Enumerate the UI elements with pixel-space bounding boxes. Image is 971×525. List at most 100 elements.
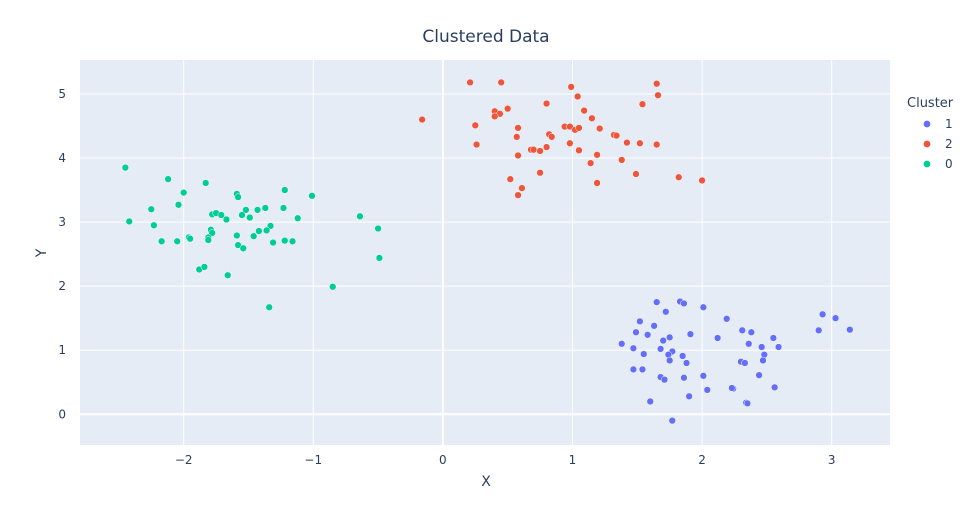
data-point [233, 231, 241, 240]
data-point [755, 371, 763, 379]
data-point [666, 356, 674, 365]
data-point [246, 213, 254, 222]
data-point [593, 151, 601, 159]
data-point [265, 303, 273, 311]
data-point [662, 308, 670, 316]
legend-marker [923, 120, 931, 128]
data-point [224, 271, 232, 279]
data-point [640, 350, 648, 358]
data-point [680, 374, 688, 382]
data-point [504, 105, 512, 113]
data-point [250, 232, 258, 240]
y-axis-ticks: 0 1 2 3 4 5 [58, 87, 66, 421]
data-point [281, 186, 289, 194]
data-point [682, 359, 691, 367]
data-point [650, 322, 658, 330]
data-point [831, 314, 840, 322]
data-point [279, 204, 288, 212]
data-point [743, 399, 752, 408]
legend-label: 2 [945, 137, 953, 151]
data-point [686, 330, 695, 338]
data-point [713, 334, 722, 342]
data-point [818, 310, 827, 318]
data-point [588, 114, 596, 122]
data-point [518, 184, 526, 192]
data-point [173, 237, 181, 245]
data-point [632, 328, 640, 336]
data-point [506, 175, 514, 183]
data-point [186, 235, 194, 243]
data-point [329, 283, 337, 291]
data-point [769, 334, 778, 342]
data-point [738, 326, 746, 334]
data-point [281, 236, 289, 245]
data-point [638, 100, 647, 108]
x-tick-label: 1 [569, 453, 577, 467]
legend-title: Cluster [907, 96, 954, 111]
data-point [698, 176, 706, 185]
data-point [656, 345, 665, 353]
data-point [586, 159, 595, 167]
data-point [180, 188, 188, 197]
data-point [542, 143, 551, 151]
data-point [654, 91, 662, 99]
legend-label: 0 [945, 157, 953, 171]
plot-area [80, 60, 890, 445]
data-point [771, 383, 779, 391]
y-tick-label: 2 [58, 279, 66, 293]
data-point [234, 193, 242, 201]
y-axis-title: Y [34, 248, 50, 258]
data-point [374, 224, 382, 233]
data-point [548, 133, 556, 141]
data-point [514, 191, 522, 199]
data-point [774, 343, 783, 351]
legend-marker [923, 160, 931, 168]
data-point [618, 340, 626, 348]
data-point [653, 80, 661, 88]
data-point [255, 227, 263, 235]
data-point [666, 333, 674, 342]
data-point [758, 343, 766, 351]
data-point [514, 151, 522, 160]
data-point [660, 376, 669, 384]
data-point [238, 211, 246, 219]
data-point [418, 115, 426, 124]
data-point [638, 365, 647, 374]
series-1 [618, 297, 854, 425]
data-point [623, 138, 631, 147]
legend-label: 1 [945, 117, 953, 131]
data-point [567, 83, 575, 91]
data-point [846, 326, 854, 334]
legend-items: 1 2 0 [923, 117, 953, 171]
data-point [629, 344, 638, 352]
x-tick-label: −1 [304, 453, 322, 467]
grid [80, 60, 890, 445]
chart-title: Clustered Data [422, 27, 549, 47]
data-point [288, 237, 297, 245]
x-tick-label: 2 [698, 453, 706, 467]
data-point [596, 124, 604, 133]
data-point [741, 359, 749, 367]
legend: Cluster 1 2 0 [907, 96, 954, 171]
data-point [514, 124, 522, 132]
legend-item-1: 1 [923, 117, 953, 131]
data-point [646, 397, 654, 406]
legend-item-2: 2 [923, 137, 953, 151]
series-0 [121, 163, 384, 311]
data-point [375, 254, 384, 262]
data-point [593, 179, 601, 187]
data-point [253, 206, 262, 214]
data-point [513, 133, 521, 141]
data-point [125, 217, 133, 226]
data-point [356, 212, 364, 220]
data-point [242, 206, 250, 214]
data-point [308, 192, 316, 200]
data-point [566, 139, 574, 147]
data-point [261, 204, 269, 212]
data-point [612, 131, 621, 140]
data-point [745, 340, 753, 348]
data-point [471, 121, 479, 129]
data-point [269, 238, 277, 247]
data-points [121, 78, 854, 425]
